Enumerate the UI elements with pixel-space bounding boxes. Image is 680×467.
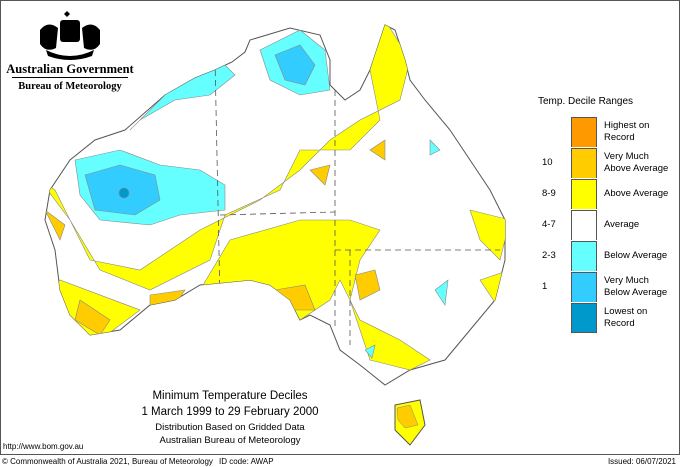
org-name: Australian Government <box>6 62 134 76</box>
legend-label: Very Much Below Average <box>604 275 667 299</box>
legend-label-line1: Highest on <box>604 120 650 131</box>
legend-label-line2: Record <box>604 132 635 143</box>
id-code: ID code: AWAP <box>219 457 274 466</box>
legend-label-line1: Very Much <box>604 151 649 162</box>
legend-swatch <box>571 117 597 147</box>
region-lowest-on-record <box>118 187 130 199</box>
bureau-name: Bureau of Meteorology <box>18 81 122 92</box>
legend-label: Below Average <box>604 250 667 262</box>
legend-code: 10 <box>542 157 553 168</box>
legend-label-line2: Above Average <box>604 163 669 174</box>
legend-swatch <box>571 241 597 271</box>
legend-label-line2: Below Average <box>604 287 668 298</box>
map-title: Minimum Temperature Deciles <box>152 390 308 402</box>
legend-title: Temp. Decile Ranges <box>538 96 634 107</box>
legend-label-line1: Average <box>604 219 640 230</box>
australia-map <box>44 24 506 446</box>
issued-date: Issued: 06/07/2021 <box>607 457 676 466</box>
legend-code: 4-7 <box>542 219 556 230</box>
divider <box>12 77 128 78</box>
legend-label: Lowest on Record <box>604 306 647 330</box>
map-subtitle: Distribution Based on Gridded Data <box>155 422 305 433</box>
state-borders <box>214 59 500 345</box>
legend-label-line1: Very Much <box>604 275 649 286</box>
legend-code: 8-9 <box>542 188 556 199</box>
legend-label-line1: Below Average <box>604 250 668 261</box>
legend-label-line2: Record <box>604 318 635 329</box>
legend-code: 2-3 <box>542 250 556 261</box>
legend-swatch <box>571 179 597 209</box>
legend-swatch <box>571 272 597 302</box>
legend-label: Very Much Above Average <box>604 151 668 175</box>
legend-swatch <box>571 210 597 240</box>
legend-label-line1: Above Average <box>604 188 669 199</box>
legend-label-line1: Lowest on <box>604 306 648 317</box>
tasmania-very-much-above <box>396 404 419 429</box>
legend-label: Average <box>604 219 639 231</box>
legend-swatch <box>571 148 597 178</box>
map-period: 1 March 1999 to 29 February 2000 <box>141 406 319 418</box>
copyright: © Commonwealth of Australia 2021, Bureau… <box>2 457 213 466</box>
url-link[interactable]: http://www.bom.gov.au <box>3 442 84 451</box>
coat-of-arms-logo <box>10 10 130 100</box>
legend-label: Highest on Record <box>604 120 649 144</box>
legend-code: 1 <box>542 281 548 292</box>
legend-swatch <box>571 303 597 333</box>
legend-label: Above Average <box>604 188 668 200</box>
region-very-much-below <box>84 44 316 216</box>
map-source: Australian Bureau of Meteorology <box>159 435 301 446</box>
